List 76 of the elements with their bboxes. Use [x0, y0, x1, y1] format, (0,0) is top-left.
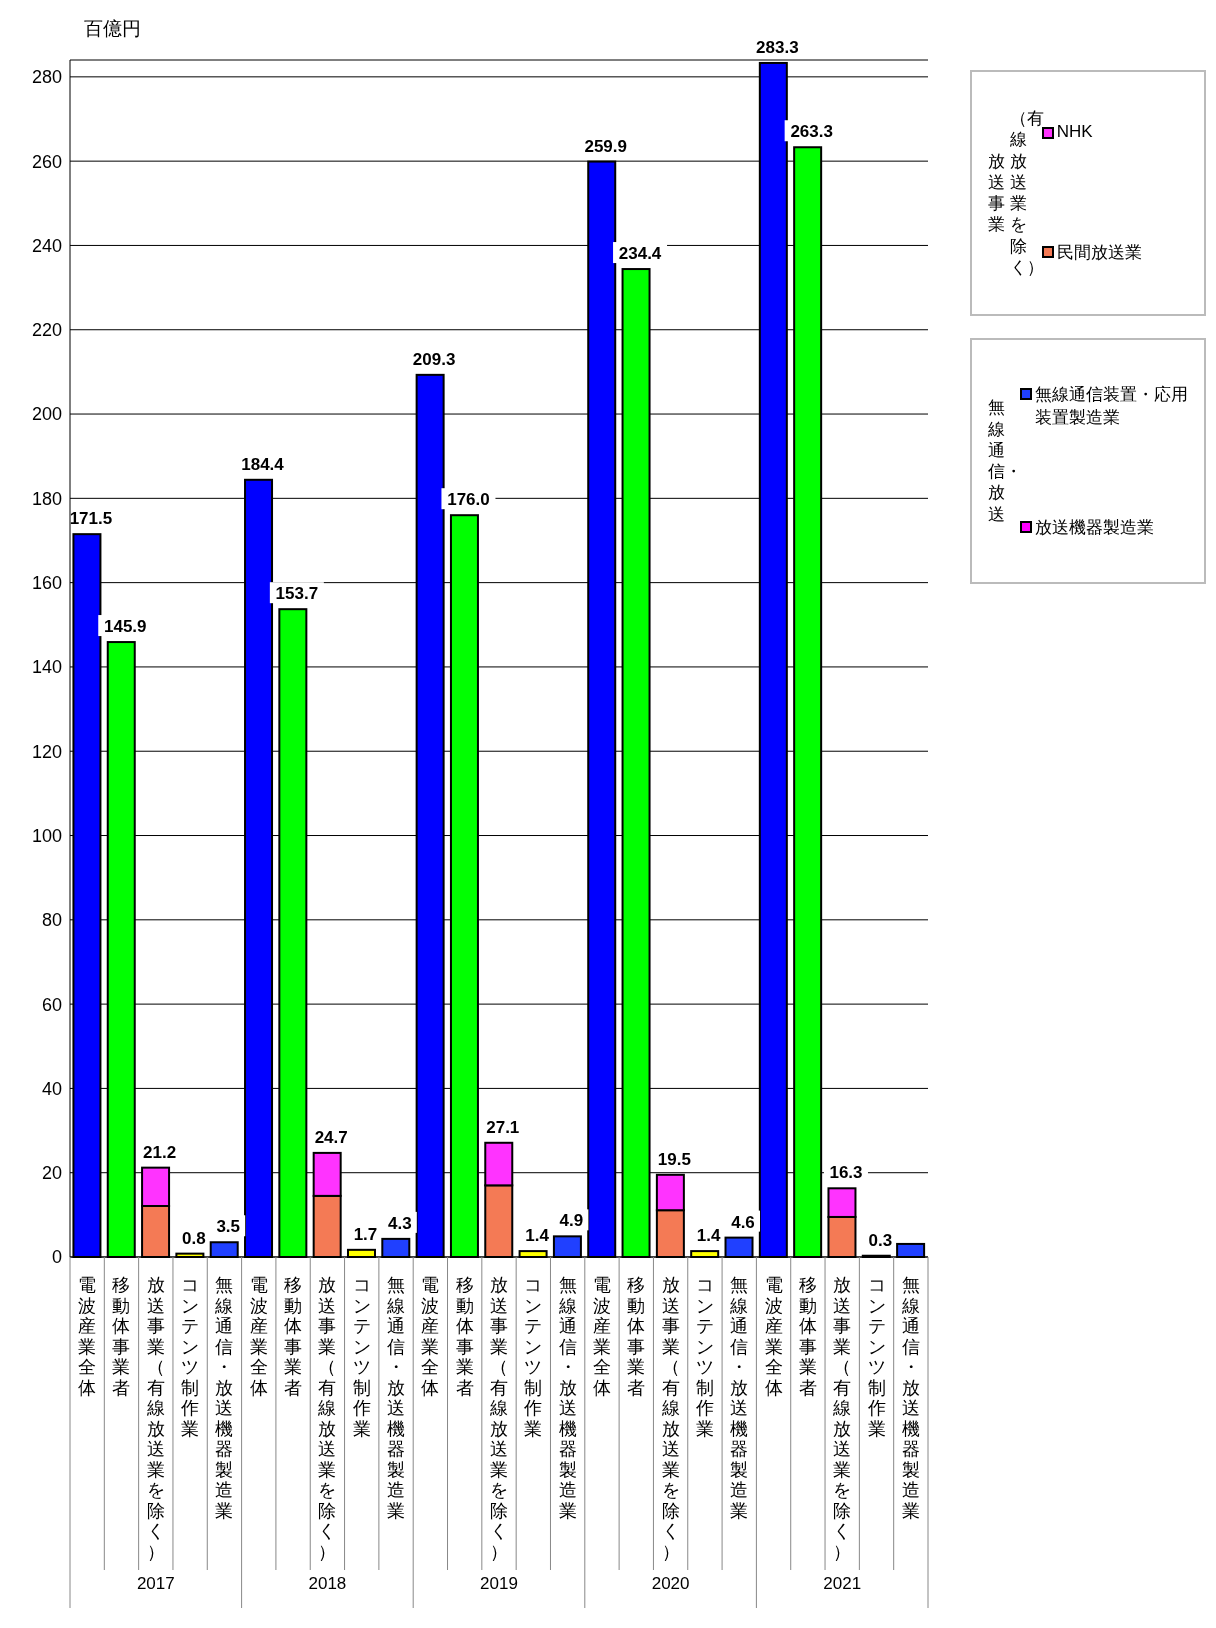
legend-label: 無線通信装置・応用装置製造業 — [1034, 384, 1189, 430]
total-label: 21.2 — [143, 1142, 177, 1162]
category-label: 放送事業（有線放送業を除く） — [833, 1275, 852, 1562]
x-tick-label: コンテンツ制作業 — [351, 1275, 371, 1439]
total-label: 0.3 — [868, 1230, 893, 1250]
y-tick-label: 260 — [31, 151, 62, 172]
legend-label: 放送機器製造業 — [1034, 516, 1154, 539]
total-label: 145.9 — [103, 617, 147, 637]
total-label: 4.6 — [731, 1212, 755, 1232]
legend-label: 民間放送業 — [1056, 242, 1142, 265]
text: 2018 — [308, 1574, 347, 1593]
x-tick-label: コンテンツ制作業 — [180, 1275, 200, 1439]
total-label: 4.9 — [559, 1211, 584, 1231]
y-tick-label: 160 — [31, 573, 62, 594]
total-label: 184.4 — [241, 454, 285, 474]
y-tick-label: 220 — [31, 320, 62, 341]
total-label: 209.3 — [412, 349, 456, 369]
category-label: 無線通信・放送機器製造業 — [730, 1275, 749, 1521]
total-label: 234.4 — [618, 244, 662, 264]
y-tick-label: 180 — [31, 488, 62, 509]
total-label: 153.7 — [275, 584, 319, 604]
total-label: 283.3 — [756, 37, 799, 57]
total-label: 16.3 — [829, 1163, 863, 1183]
y-tick-label: 140 — [31, 657, 62, 678]
total-label: 1.4 — [696, 1226, 722, 1246]
x-tick-label: 移動体事業者 — [627, 1275, 646, 1398]
y-tick-label: 80 — [41, 910, 62, 931]
category-label: 放送事業（有線放送業を除く） — [661, 1275, 680, 1562]
total-label: 24.7 — [314, 1127, 348, 1147]
text: 2019 — [480, 1574, 518, 1593]
y-axis-title: 百億円 — [84, 17, 141, 41]
total-label: 4.3 — [387, 1213, 412, 1233]
x-tick-label: 移動体事業者 — [798, 1275, 817, 1398]
x-tick-label: コンテンツ制作業 — [694, 1275, 714, 1439]
category-label: 無線通信・放送機器製造業 — [558, 1275, 577, 1521]
category-label: 放送事業（有線放送業を除く） — [490, 1275, 508, 1562]
category-label: 放送事業（有線放送業を除く） — [318, 1275, 337, 1562]
text: 2020 — [651, 1574, 690, 1593]
total-label: 19.5 — [657, 1149, 691, 1169]
total-label: 3.5 — [216, 1217, 241, 1237]
total-label: 1.7 — [353, 1224, 378, 1244]
x-tick-label: 移動体事業者 — [455, 1275, 474, 1398]
text: 無線通信・放送 — [988, 397, 1022, 525]
x-tick-label: コンテンツ制作業 — [866, 1275, 886, 1439]
x-tick-label: 電波産業全体 — [249, 1275, 268, 1398]
category-label: 無線通信・放送機器製造業 — [901, 1275, 920, 1521]
x-tick-label: コンテンツ制作業 — [523, 1275, 543, 1439]
y-tick-label: 40 — [41, 1078, 62, 1099]
category-label: 放送事業（有線放送業を除く） — [146, 1275, 165, 1562]
text: 放送事業（有線放送業を除く） — [988, 109, 1044, 277]
y-tick-label: 120 — [31, 741, 62, 762]
x-tick-label: 移動体事業者 — [112, 1275, 131, 1398]
total-label: 27.1 — [486, 1117, 520, 1137]
y-tick-label: 240 — [31, 235, 62, 256]
x-tick-label: 電波産業全体 — [592, 1275, 611, 1398]
total-label: 1.4 — [525, 1226, 550, 1246]
y-tick-label: 60 — [41, 994, 62, 1015]
total-label: 0.8 — [182, 1228, 206, 1248]
legend-label: NHK — [1056, 121, 1093, 142]
total-label: 171.5 — [69, 509, 113, 529]
x-tick-label: 電波産業全体 — [78, 1275, 97, 1398]
x-tick-label: 移動体事業者 — [284, 1275, 303, 1398]
y-tick-label: 100 — [31, 825, 62, 846]
y-tick-label: 200 — [31, 404, 62, 425]
category-label: 無線通信・放送機器製造業 — [387, 1275, 406, 1521]
x-tick-label: 電波産業全体 — [421, 1275, 440, 1398]
total-label: 176.0 — [447, 490, 490, 510]
total-label: 259.9 — [584, 136, 628, 156]
y-tick-label: 280 — [31, 67, 62, 88]
total-label: 263.3 — [790, 122, 833, 142]
category-label: 無線通信・放送機器製造業 — [215, 1275, 234, 1521]
text: 2017 — [136, 1574, 175, 1593]
y-tick-label: 20 — [41, 1163, 62, 1184]
x-tick-label: 電波産業全体 — [764, 1275, 783, 1398]
y-tick-label: 0 — [51, 1247, 62, 1268]
text: 2021 — [823, 1574, 862, 1593]
